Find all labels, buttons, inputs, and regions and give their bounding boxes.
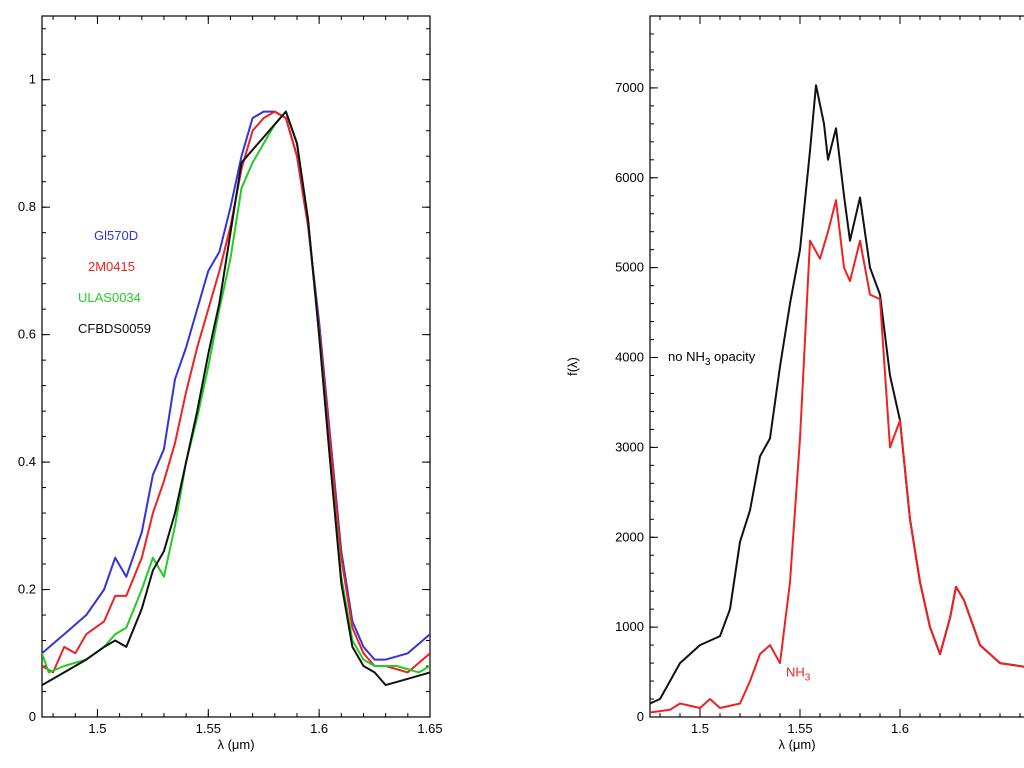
x-tick-label: 1.6 <box>310 721 328 736</box>
x-tick-label: 1.5 <box>88 721 106 736</box>
y-tick-label: 2000 <box>615 529 644 544</box>
y-tick-label: 7000 <box>615 80 644 95</box>
x-tick-label: 1.5 <box>691 721 709 736</box>
plot-frame <box>41 15 431 718</box>
legend-entry: 2M0415 <box>88 259 135 274</box>
y-tick-label: 3000 <box>615 439 644 454</box>
x-tick-label: 1.6 <box>891 721 909 736</box>
annotation-label: no NH3 opacity <box>668 349 756 368</box>
legend-entry: Gl570D <box>94 228 138 243</box>
y-tick-label: 0.8 <box>18 199 36 214</box>
legend-entry: CFBDS0059 <box>78 321 151 336</box>
series-line-ulas0034 <box>42 110 430 674</box>
legend-entry: ULAS0034 <box>78 290 141 305</box>
x-axis-title: λ (μm) <box>778 737 815 752</box>
plot-frame <box>649 15 1024 718</box>
y-axis-title: f(λ) <box>565 357 580 376</box>
y-tick-label: 0 <box>637 709 644 724</box>
annotation-label: NH3 <box>786 665 811 684</box>
series-line-gl570d <box>42 110 430 661</box>
y-tick-label: 5000 <box>615 260 644 275</box>
y-tick-label: 1000 <box>615 619 644 634</box>
right-panel: 1.5 1.55 1.6 0 1000 2000 3000 4000 5000 6000 7000 λ… <box>565 15 1024 752</box>
y-tick-label: 0 <box>29 709 36 724</box>
y-tick-label: 0.6 <box>18 327 36 342</box>
y-tick-label: 0.4 <box>18 454 36 469</box>
series-line-nh3 <box>650 199 1024 714</box>
x-tick-label: 1.55 <box>196 721 221 736</box>
y-tick-label: 1 <box>29 72 36 87</box>
x-tick-label: 1.55 <box>787 721 812 736</box>
y-tick-label: 4000 <box>615 350 644 365</box>
left-panel: 1.5 1.55 1.6 1.65 0 0.2 0.4 0.6 0.8 1 λ (μm) Gl570D… <box>18 15 443 752</box>
series-line-cfbds0059 <box>42 110 430 687</box>
x-tick-label: 1.65 <box>417 721 442 736</box>
x-axis-title: λ (μm) <box>217 737 254 752</box>
y-tick-label: 6000 <box>615 170 644 185</box>
y-tick-label: 0.2 <box>18 582 36 597</box>
